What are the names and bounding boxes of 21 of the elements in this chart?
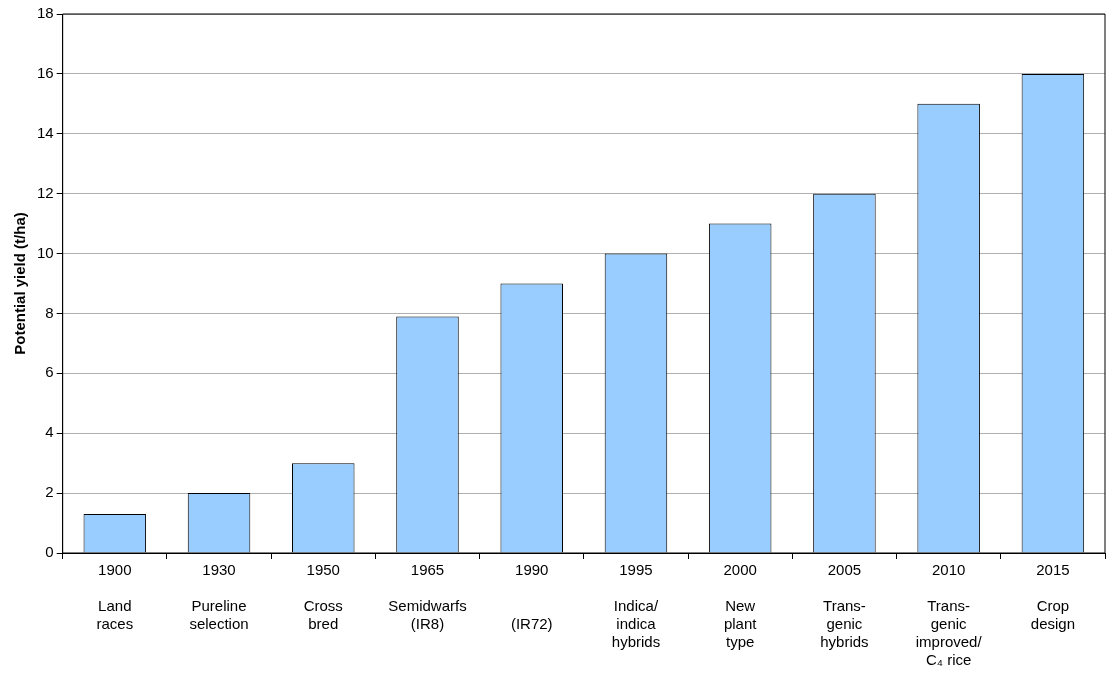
y-tick-label: 10 <box>37 243 54 261</box>
y-axis-title: Potential yield (t/ha) <box>11 212 29 355</box>
y-tick-label: 12 <box>37 183 54 201</box>
category-label: 2000 New plant type <box>723 561 757 651</box>
category-label: 1950 Cross bred <box>303 561 343 633</box>
y-tick-label: 14 <box>37 123 54 141</box>
category-label: 1965 Semidwarfs (IR8) <box>388 561 467 633</box>
y-tick-label: 0 <box>45 543 54 561</box>
category-label: 2005 Trans- genic hybrids <box>820 561 869 651</box>
category-label: 1995 Indica/ indica hybrids <box>611 561 661 651</box>
category-label: 2010 Trans- genic improved/ C₄ rice <box>915 561 982 669</box>
category-label: 1900 Land races <box>96 561 134 633</box>
category-label: 1930 Pureline selection <box>189 561 249 633</box>
y-tick-label: 16 <box>37 64 54 82</box>
category-label: 1990 (IR72) <box>510 561 553 633</box>
y-tick-label: 6 <box>45 363 54 381</box>
y-tick-label: 8 <box>45 303 54 321</box>
y-tick-label: 18 <box>37 4 54 22</box>
category-label: 2015 Crop design <box>1030 561 1075 633</box>
y-tick-label: 2 <box>45 483 54 501</box>
y-tick-label: 4 <box>45 423 54 441</box>
